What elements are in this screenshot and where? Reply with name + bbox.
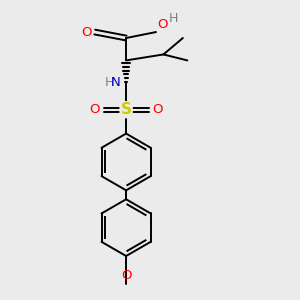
Text: O: O [81, 26, 92, 38]
Text: O: O [90, 103, 100, 116]
Text: O: O [152, 103, 163, 116]
Text: H: H [105, 76, 114, 89]
Text: O: O [158, 18, 168, 31]
Text: N: N [111, 76, 121, 89]
Text: H: H [169, 13, 178, 26]
Text: S: S [121, 102, 132, 117]
Text: O: O [121, 269, 131, 282]
